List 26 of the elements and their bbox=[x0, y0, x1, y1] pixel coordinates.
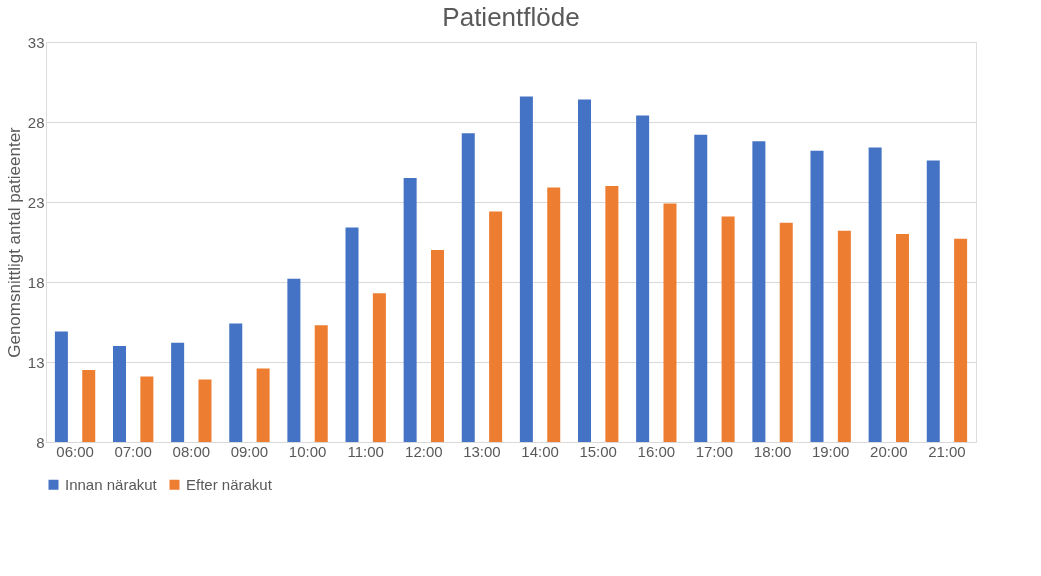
legend-label: Innan närakut bbox=[65, 475, 158, 493]
x-tick-label: 09:00 bbox=[230, 442, 269, 460]
x-tick-label: 19:00 bbox=[811, 442, 850, 460]
y-tick-label: 33 bbox=[27, 33, 45, 51]
x-tick-label: 20:00 bbox=[870, 442, 908, 460]
x-tick-label: 07:00 bbox=[114, 442, 152, 460]
x-tick-label: 08:00 bbox=[172, 442, 211, 460]
x-tick-label: 15:00 bbox=[579, 442, 617, 460]
y-axis-title: Genomsnittligt antal patieenter bbox=[4, 126, 24, 358]
x-tick-label: 10:00 bbox=[288, 442, 327, 460]
x-tick-label: 12:00 bbox=[405, 442, 443, 460]
y-tick-label: 13 bbox=[27, 353, 45, 371]
x-tick-label: 13:00 bbox=[463, 442, 501, 460]
x-tick-label: 18:00 bbox=[753, 442, 792, 460]
x-tick-label: 06:00 bbox=[56, 442, 94, 460]
legend-label: Efter närakut bbox=[186, 475, 273, 493]
chart-title: Patientflöde bbox=[442, 2, 580, 32]
y-tick-label: 28 bbox=[27, 113, 45, 131]
x-tick-label: 17:00 bbox=[695, 442, 734, 460]
x-tick-label: 11:00 bbox=[347, 442, 384, 460]
x-tick-label: 14:00 bbox=[521, 442, 559, 460]
x-tick-label: 21:00 bbox=[928, 442, 966, 460]
y-tick-label: 18 bbox=[27, 273, 45, 291]
y-tick-label: 8 bbox=[36, 433, 45, 451]
x-tick-label: 16:00 bbox=[637, 442, 676, 460]
y-tick-label: 23 bbox=[27, 193, 45, 211]
